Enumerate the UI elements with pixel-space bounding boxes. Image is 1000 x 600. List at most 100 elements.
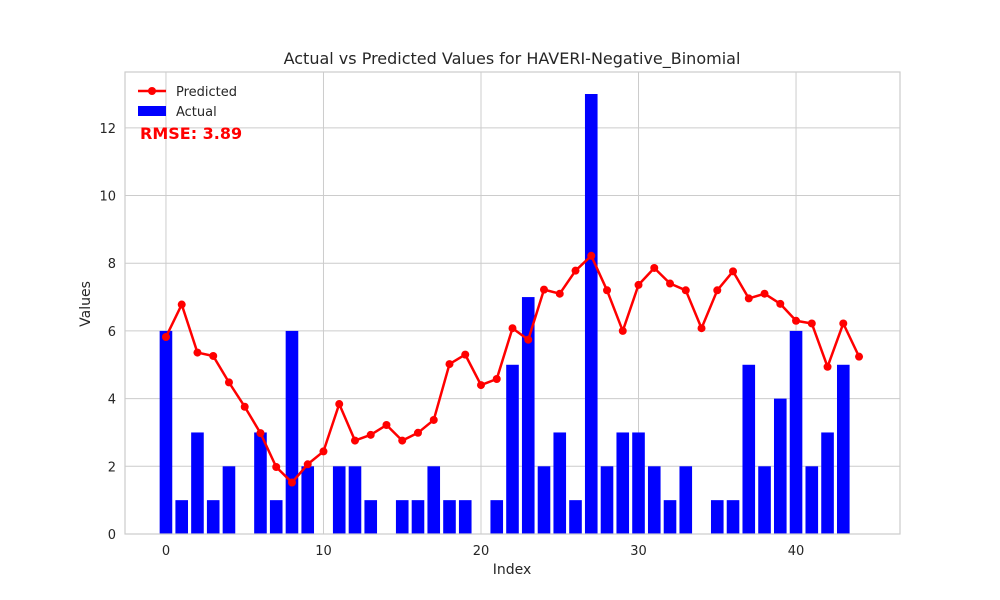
actual-bar (443, 500, 456, 534)
actual-bars (159, 94, 850, 534)
actual-bar (584, 94, 598, 534)
actual-bar (427, 466, 441, 534)
y-tick-label: 2 (108, 460, 116, 475)
actual-bar (364, 500, 378, 534)
actual-bar (805, 466, 819, 534)
y-tick-label: 4 (108, 393, 116, 408)
predicted-line-group (161, 251, 864, 487)
predicted-point (729, 267, 738, 276)
x-tick-label: 40 (788, 544, 805, 559)
predicted-point (508, 324, 517, 333)
actual-bar (395, 500, 409, 534)
actual-bar (537, 466, 551, 534)
actual-bar (506, 364, 519, 534)
predicted-point (161, 333, 170, 342)
predicted-point (760, 289, 769, 298)
predicted-point (555, 289, 564, 298)
actual-bar (254, 432, 267, 534)
predicted-point (193, 348, 202, 357)
chart-title: Actual vs Predicted Values for HAVERI-Ne… (284, 49, 741, 69)
legend-predicted-label: Predicted (176, 85, 237, 100)
predicted-point (272, 462, 281, 471)
predicted-point (650, 263, 659, 272)
predicted-point (713, 286, 722, 295)
actual-bar (710, 500, 724, 534)
predicted-point (603, 286, 612, 295)
actual-bar (348, 466, 362, 534)
x-tick-label: 10 (315, 544, 332, 559)
y-axis-label: Values (78, 281, 94, 327)
legend-actual-label: Actual (176, 105, 217, 120)
actual-bar (191, 432, 204, 534)
actual-bar (679, 466, 693, 534)
actual-bar (758, 466, 771, 534)
predicted-point (540, 285, 549, 294)
predicted-point (429, 415, 438, 424)
predicted-point (366, 430, 375, 439)
actual-bar (411, 500, 425, 534)
actual-bar (222, 466, 236, 534)
legend: Predicted Actual (138, 85, 237, 120)
actual-bar (175, 500, 189, 534)
actual-bar (458, 500, 472, 534)
y-tick-label: 0 (108, 528, 116, 543)
actual-bar (773, 398, 787, 534)
y-tick-label: 8 (108, 257, 116, 272)
predicted-point (382, 421, 391, 430)
predicted-point (634, 280, 643, 289)
actual-bar (569, 500, 582, 534)
actual-bar (836, 364, 850, 534)
predicted-point (855, 352, 864, 361)
predicted-point (744, 294, 753, 303)
rmse-annotation: RMSE: 3.89 (140, 124, 242, 143)
actual-bar (159, 330, 173, 534)
y-tick-label: 6 (108, 325, 116, 340)
actual-bar (490, 500, 504, 534)
predicted-point (445, 360, 454, 369)
legend-predicted-marker (148, 87, 156, 95)
predicted-point (461, 350, 470, 359)
predicted-point (792, 316, 801, 325)
actual-bar (647, 466, 661, 534)
predicted-point (287, 478, 296, 487)
actual-bar (269, 500, 283, 534)
predicted-point (618, 326, 627, 335)
actual-bar (742, 364, 756, 534)
x-tick-label: 20 (473, 544, 490, 559)
predicted-point (807, 319, 816, 328)
predicted-point (303, 460, 312, 469)
x-tick-label: 30 (630, 544, 647, 559)
y-tick-label: 10 (99, 190, 116, 205)
actual-bar (301, 466, 315, 534)
actual-bar (663, 500, 677, 534)
predicted-point (587, 251, 596, 260)
x-axis-label: Index (493, 562, 532, 578)
actual-bar (789, 330, 803, 534)
actual-bar (821, 432, 834, 534)
predicted-point (524, 335, 533, 344)
predicted-point (476, 381, 485, 390)
predicted-point (319, 447, 328, 456)
predicted-point (398, 436, 407, 445)
legend-actual-swatch (138, 106, 166, 116)
predicted-point (776, 299, 785, 308)
actual-bar (521, 297, 535, 534)
y-tick-label: 12 (99, 122, 116, 137)
predicted-point (839, 319, 848, 328)
predicted-point (697, 324, 706, 333)
predicted-point (335, 400, 344, 409)
actual-bar (206, 500, 220, 534)
actual-bar (332, 466, 346, 534)
actual-bar (616, 432, 630, 534)
predicted-point (492, 374, 501, 383)
predicted-point (224, 378, 233, 387)
x-tick-label: 0 (162, 544, 170, 559)
predicted-point (823, 362, 832, 371)
predicted-point (413, 428, 422, 437)
actual-bar (632, 432, 645, 534)
predicted-point (681, 286, 690, 295)
actual-bar (726, 500, 740, 534)
predicted-point (350, 436, 359, 445)
predicted-point (666, 279, 675, 288)
